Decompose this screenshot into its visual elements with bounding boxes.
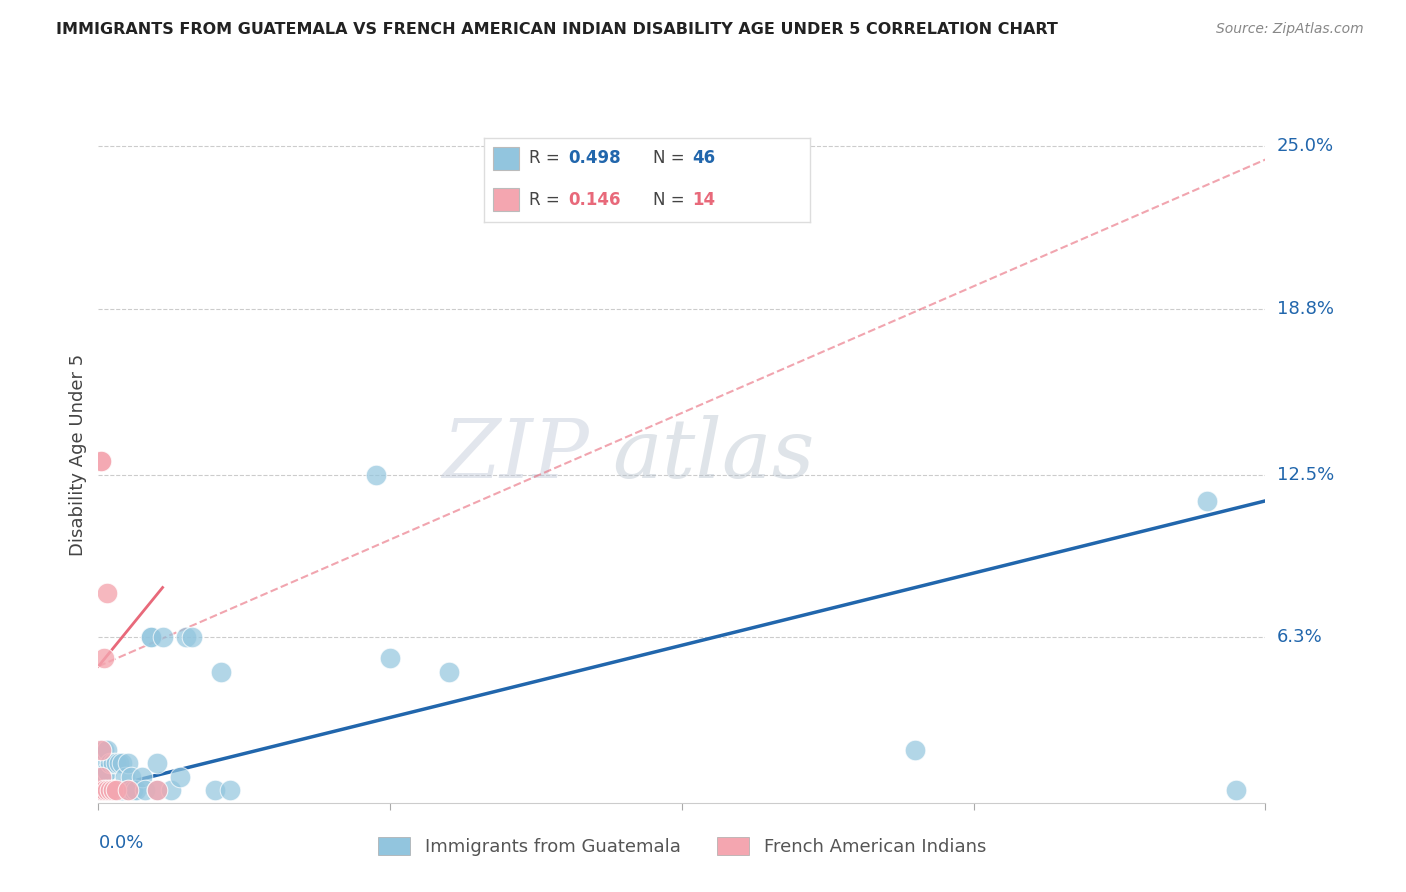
Point <box>96 782 118 797</box>
Point <box>104 782 127 797</box>
Point <box>96 764 118 779</box>
Point <box>117 756 139 771</box>
Text: ZIP: ZIP <box>441 415 589 495</box>
Point <box>96 743 118 757</box>
Point <box>90 782 112 797</box>
Point <box>90 454 112 468</box>
Point <box>104 756 127 771</box>
Text: 25.0%: 25.0% <box>1277 137 1334 155</box>
Point <box>218 782 240 797</box>
Point <box>904 743 927 757</box>
Point <box>139 631 162 645</box>
Point <box>1225 782 1247 797</box>
Point <box>204 782 226 797</box>
Point <box>90 770 112 784</box>
Point <box>146 782 169 797</box>
Point <box>125 782 148 797</box>
Point <box>93 651 115 665</box>
Point <box>1195 494 1218 508</box>
Point <box>111 756 134 771</box>
Point <box>93 782 115 797</box>
Legend: Immigrants from Guatemala, French American Indians: Immigrants from Guatemala, French Americ… <box>371 830 993 863</box>
Point <box>90 770 112 784</box>
Text: 0.0%: 0.0% <box>98 834 143 852</box>
Point <box>209 665 232 679</box>
Y-axis label: Disability Age Under 5: Disability Age Under 5 <box>69 354 87 556</box>
Point <box>364 467 387 482</box>
Point <box>108 782 131 797</box>
Text: atlas: atlas <box>612 415 814 495</box>
Point <box>90 743 112 757</box>
Point <box>93 782 115 797</box>
Point <box>93 770 115 784</box>
Point <box>122 782 145 797</box>
Point <box>98 782 121 797</box>
Point <box>169 770 191 784</box>
Point <box>98 756 121 771</box>
Point <box>111 782 134 797</box>
Point <box>378 651 402 665</box>
Point <box>104 782 127 797</box>
Text: 12.5%: 12.5% <box>1277 466 1334 483</box>
Point <box>160 782 183 797</box>
Point <box>101 782 124 797</box>
Point <box>96 586 118 600</box>
Point <box>117 782 139 797</box>
Point <box>152 631 174 645</box>
Point <box>114 770 136 784</box>
Point <box>90 454 112 468</box>
Point <box>90 743 112 757</box>
Text: 18.8%: 18.8% <box>1277 301 1334 318</box>
Point <box>146 782 169 797</box>
Point <box>139 631 162 645</box>
Point <box>117 782 139 797</box>
Point <box>131 770 153 784</box>
Point <box>90 756 112 771</box>
Text: Source: ZipAtlas.com: Source: ZipAtlas.com <box>1216 22 1364 37</box>
Point <box>180 631 202 645</box>
Point <box>134 782 156 797</box>
Point <box>93 743 115 757</box>
Point <box>146 756 169 771</box>
Point <box>437 665 460 679</box>
Point <box>98 782 121 797</box>
Point <box>101 756 124 771</box>
Point <box>101 782 124 797</box>
Point <box>120 770 142 784</box>
Point <box>108 756 131 771</box>
Point <box>96 782 118 797</box>
Point <box>90 782 112 797</box>
Point <box>174 631 197 645</box>
Text: IMMIGRANTS FROM GUATEMALA VS FRENCH AMERICAN INDIAN DISABILITY AGE UNDER 5 CORRE: IMMIGRANTS FROM GUATEMALA VS FRENCH AMER… <box>56 22 1059 37</box>
Text: 6.3%: 6.3% <box>1277 628 1323 647</box>
